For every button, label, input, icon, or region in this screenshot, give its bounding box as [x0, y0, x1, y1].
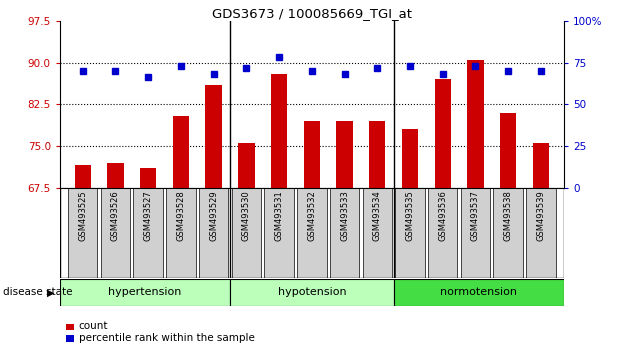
Text: hypertension: hypertension	[108, 287, 181, 297]
Text: disease state: disease state	[3, 287, 72, 297]
Bar	[467, 60, 484, 188]
Text: GSM493534: GSM493534	[373, 190, 382, 241]
Text: GSM493527: GSM493527	[144, 190, 152, 241]
Bar	[230, 279, 394, 306]
Text: GSM493530: GSM493530	[242, 190, 251, 241]
Title: GDS3673 / 100085669_TGI_at: GDS3673 / 100085669_TGI_at	[212, 7, 412, 20]
Text: GSM493535: GSM493535	[406, 190, 415, 241]
Bar	[68, 188, 98, 278]
Bar	[265, 188, 294, 278]
Text: GSM493538: GSM493538	[504, 190, 513, 241]
Text: GSM493528: GSM493528	[176, 190, 185, 241]
Bar	[493, 188, 523, 278]
Bar	[461, 188, 490, 278]
Bar	[369, 121, 386, 188]
Bar	[101, 188, 130, 278]
Bar	[205, 85, 222, 188]
Bar	[428, 188, 457, 278]
Bar	[435, 80, 451, 188]
Bar	[166, 188, 196, 278]
Bar	[74, 165, 91, 188]
Text: GSM493533: GSM493533	[340, 190, 349, 241]
Bar	[363, 188, 392, 278]
Text: normotension: normotension	[440, 287, 517, 297]
Bar	[134, 188, 163, 278]
Text: GSM493532: GSM493532	[307, 190, 316, 241]
Text: GSM493525: GSM493525	[78, 190, 88, 241]
Text: GSM493526: GSM493526	[111, 190, 120, 241]
Text: GSM493537: GSM493537	[471, 190, 480, 241]
Text: hypotension: hypotension	[278, 287, 346, 297]
Text: GSM493539: GSM493539	[536, 190, 546, 241]
Bar	[402, 130, 418, 188]
Bar	[238, 143, 255, 188]
Bar	[330, 188, 359, 278]
Bar	[173, 115, 189, 188]
Bar	[526, 188, 556, 278]
Text: count: count	[79, 321, 108, 331]
Bar	[395, 188, 425, 278]
Bar	[60, 279, 230, 306]
Bar	[107, 163, 123, 188]
Bar	[533, 143, 549, 188]
Bar	[199, 188, 229, 278]
Bar	[304, 121, 320, 188]
Bar	[232, 188, 261, 278]
Text: GSM493536: GSM493536	[438, 190, 447, 241]
Text: GSM493531: GSM493531	[275, 190, 284, 241]
Bar	[140, 168, 156, 188]
Bar	[297, 188, 326, 278]
Bar	[500, 113, 517, 188]
Bar	[394, 279, 564, 306]
Text: ▶: ▶	[47, 287, 55, 297]
Bar	[271, 74, 287, 188]
Bar	[336, 121, 353, 188]
Text: percentile rank within the sample: percentile rank within the sample	[79, 333, 255, 343]
Text: GSM493529: GSM493529	[209, 190, 218, 241]
